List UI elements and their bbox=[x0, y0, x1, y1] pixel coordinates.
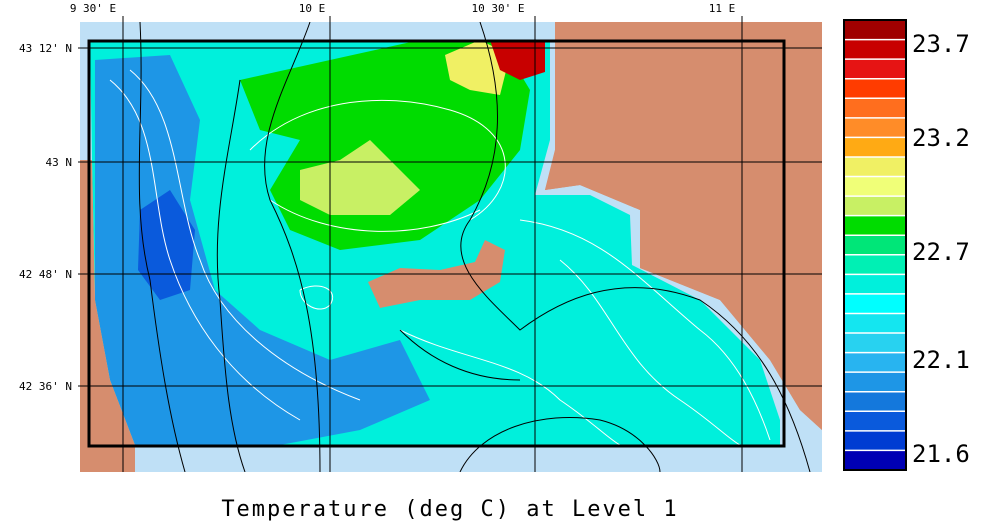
colorbar-swatch bbox=[844, 450, 906, 470]
land-west bbox=[80, 160, 135, 472]
contour-lines bbox=[109, 69, 771, 446]
colorbar-swatch bbox=[844, 372, 906, 392]
colorbar-label: 21.6 bbox=[912, 440, 970, 468]
sea-yellow-area bbox=[445, 40, 510, 95]
colorbar-swatch bbox=[844, 274, 906, 294]
latitude-label: 42 48' N bbox=[19, 268, 72, 281]
colorbar-label: 23.7 bbox=[912, 30, 970, 58]
colorbar-swatch bbox=[844, 411, 906, 431]
colorbar-swatch bbox=[844, 215, 906, 236]
sea-coldest-area bbox=[138, 190, 195, 300]
latitude-label: 43 12' N bbox=[19, 42, 72, 55]
colorbar-swatch bbox=[844, 59, 906, 79]
colorbar-swatch bbox=[844, 430, 906, 451]
colorbar-swatch bbox=[844, 235, 906, 255]
colorbar-label: 22.1 bbox=[912, 346, 970, 374]
longitude-label: 10 E bbox=[299, 2, 326, 15]
longitude-label: 11 E bbox=[709, 2, 736, 15]
latitude-label: 43 N bbox=[46, 156, 73, 169]
colorbar-swatch bbox=[844, 352, 906, 373]
latitude-labels: 43 12' N 43 N 42 48' N 42 36' N bbox=[19, 42, 72, 393]
colorbar-swatch bbox=[844, 176, 906, 197]
colorbar-swatch bbox=[844, 333, 906, 353]
sea-blue-west-area bbox=[95, 55, 430, 445]
longitude-label: 9 30' E bbox=[70, 2, 116, 15]
domain-boundary bbox=[87, 39, 786, 448]
colorbar: 23.7 23.2 22.7 22.1 21.6 bbox=[843, 19, 970, 471]
colorbar-swatch bbox=[844, 98, 906, 118]
coast-land-east bbox=[545, 22, 822, 430]
colorbar-swatch bbox=[844, 137, 906, 157]
map-title: Temperature (deg C) at Level 1 bbox=[221, 497, 678, 522]
colorbar-swatch bbox=[844, 156, 906, 177]
map-plot-area bbox=[80, 22, 822, 472]
colorbar-label: 23.2 bbox=[912, 124, 970, 152]
colorbar-swatch bbox=[844, 293, 906, 314]
lat-lon-grid bbox=[78, 16, 822, 472]
longitude-labels: 9 30' E 10 E 10 30' E 11 E bbox=[70, 2, 735, 15]
sea-red-area bbox=[490, 40, 545, 80]
colorbar-swatch bbox=[844, 196, 906, 216]
bathymetry-lines bbox=[138, 22, 811, 472]
colorbar-label: 22.7 bbox=[912, 238, 970, 266]
colorbar-swatch bbox=[844, 78, 906, 99]
colorbar-swatch bbox=[844, 391, 906, 412]
colorbar-swatch bbox=[844, 20, 906, 40]
longitude-label: 10 30' E bbox=[472, 2, 525, 15]
colorbar-border bbox=[843, 19, 907, 471]
colorbar-swatch bbox=[844, 313, 906, 334]
colorbar-swatch bbox=[844, 254, 906, 275]
colorbar-swatch bbox=[844, 39, 906, 60]
latitude-label: 42 36' N bbox=[19, 380, 72, 393]
colorbar-swatch bbox=[844, 117, 906, 138]
